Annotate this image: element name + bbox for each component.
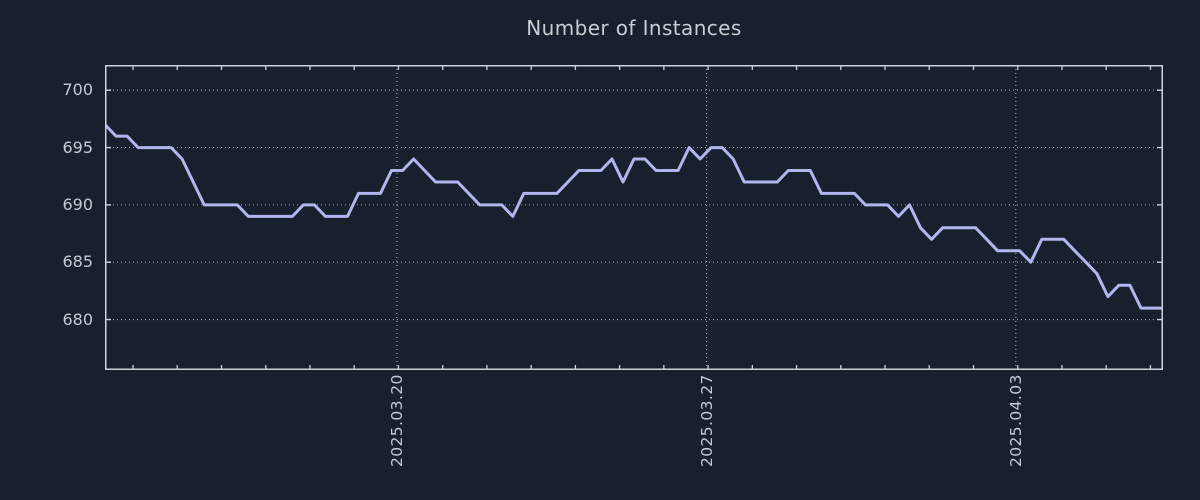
y-tick-label: 690 [62, 194, 93, 214]
y-tick-label: 685 [62, 252, 93, 272]
y-tick-label: 680 [62, 309, 93, 329]
plot-border [105, 65, 1163, 370]
y-tick-label: 695 [62, 137, 93, 157]
chart-title: Number of Instances [526, 16, 742, 40]
series-line [105, 123, 1163, 310]
x-tick-label: 2025.03.27 [697, 374, 716, 467]
y-tick-label: 700 [62, 80, 93, 100]
x-tick-label: 2025.03.20 [387, 374, 406, 467]
line-chart-svg [105, 65, 1163, 370]
plot-area [105, 65, 1163, 370]
x-tick-label: 2025.04.03 [1006, 374, 1025, 467]
